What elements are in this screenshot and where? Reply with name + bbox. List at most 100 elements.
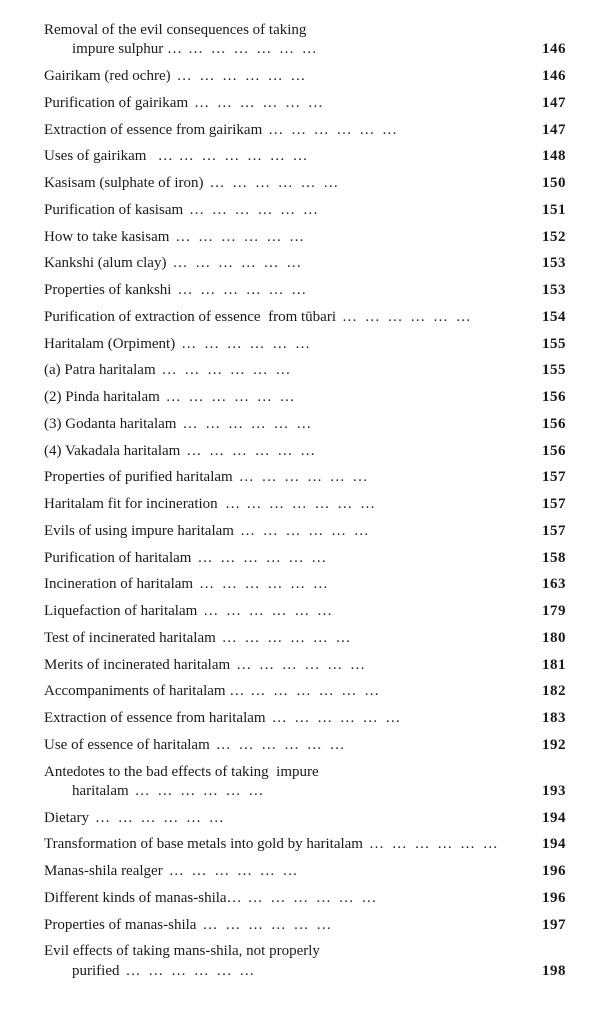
- toc-entry-wrapline: Antedotes to the bad effects of taking i…: [44, 764, 566, 781]
- toc-leader-dots: … … … … … …: [204, 175, 524, 192]
- toc-entry-text: Purification of kasisam: [44, 202, 183, 219]
- toc-entry: (2) Pinda haritalam… … … … … …156: [44, 389, 566, 406]
- toc-entry-text: Kasisam (sulphate of iron): [44, 175, 204, 192]
- toc-entry-page: 183: [524, 710, 566, 727]
- toc-entry: Use of essence of haritalam… … … … … …19…: [44, 737, 566, 754]
- toc-entry-page: 194: [524, 836, 566, 853]
- toc-entry-text: Evils of using impure haritalam: [44, 523, 234, 540]
- toc-entry: Purification of extraction of essence fr…: [44, 309, 566, 326]
- toc-page: Removal of the evil consequences of taki…: [0, 0, 600, 1009]
- toc-entry-text: Evil effects of taking mans-shila, not p…: [44, 943, 320, 959]
- toc-entry-page: 157: [524, 496, 566, 513]
- toc-entry-page: 182: [524, 683, 566, 700]
- toc-entry-wrapline: Removal of the evil consequences of taki…: [44, 22, 566, 39]
- toc-entry-text: Merits of incinerated haritalam: [44, 657, 230, 674]
- toc-entry: (4) Vakadala haritalam… … … … … …156: [44, 443, 566, 460]
- toc-leader-dots: … … … … … …: [171, 282, 524, 299]
- toc-entry: Extraction of essence from gairikam… … ……: [44, 122, 566, 139]
- toc-leader-dots: … … … … … …: [176, 416, 524, 433]
- toc-entry: Manas-shila realger… … … … … …196: [44, 863, 566, 880]
- toc-entry: (a) Patra haritalam… … … … … …155: [44, 362, 566, 379]
- toc-entry-page: 198: [524, 963, 566, 980]
- toc-entry-page: 151: [524, 202, 566, 219]
- toc-entry-text: Incineration of haritalam: [44, 576, 193, 593]
- toc-entry-text: (3) Godanta haritalam: [44, 416, 176, 433]
- toc-leader-dots: … … … … … …: [169, 229, 524, 246]
- toc-leader-dots: … … … … … …: [266, 710, 524, 727]
- toc-entry: haritalam… … … … … …193: [44, 783, 566, 800]
- toc-leader-dots: … … … … … …: [234, 523, 524, 540]
- toc-entry-text: Antedotes to the bad effects of taking i…: [44, 764, 319, 780]
- toc-entry-text: (2) Pinda haritalam: [44, 389, 160, 406]
- toc-leader-dots: … … … … … …: [230, 657, 524, 674]
- toc-entry-text: How to take kasisam: [44, 229, 169, 246]
- toc-entry: purified… … … … … …198: [44, 963, 566, 980]
- toc-entry: Incineration of haritalam… … … … … …163: [44, 576, 566, 593]
- toc-entry: Properties of kankshi… … … … … …153: [44, 282, 566, 299]
- toc-entry-page: 163: [524, 576, 566, 593]
- toc-entry-page: 155: [524, 336, 566, 353]
- toc-entry-text: Properties of purified haritalam: [44, 469, 233, 486]
- toc-entry: Gairikam (red ochre)… … … … … …146: [44, 68, 566, 85]
- toc-entry-page: 197: [524, 917, 566, 934]
- toc-entry-text: Transformation of base metals into gold …: [44, 836, 363, 853]
- toc-entry: Purification of haritalam… … … … … …158: [44, 550, 566, 567]
- toc-entry-text: Haritalam fit for incineration …: [44, 496, 240, 513]
- toc-entry: Purification of kasisam… … … … … …151: [44, 202, 566, 219]
- toc-entry-page: 157: [524, 523, 566, 540]
- toc-leader-dots: … … … … … …: [240, 496, 524, 513]
- toc-entry-text: Uses of gairikam …: [44, 148, 173, 165]
- toc-entry: Test of incinerated haritalam… … … … … ……: [44, 630, 566, 647]
- toc-entry-text: Manas-shila realger: [44, 863, 163, 880]
- toc-leader-dots: … … … … … …: [163, 863, 524, 880]
- toc-entry-page: 192: [524, 737, 566, 754]
- toc-entry-text: purified: [44, 963, 119, 980]
- toc-entry: Properties of purified haritalam… … … … …: [44, 469, 566, 486]
- toc-entry-page: 158: [524, 550, 566, 567]
- toc-entry-page: 152: [524, 229, 566, 246]
- toc-entry-page: 155: [524, 362, 566, 379]
- toc-leader-dots: … … … … … …: [363, 836, 524, 853]
- toc-entry-text: Properties of manas-shila: [44, 917, 196, 934]
- toc-entry-page: 153: [524, 282, 566, 299]
- toc-entry-text: (a) Patra haritalam: [44, 362, 156, 379]
- toc-leader-dots: … … … … … …: [119, 963, 524, 980]
- toc-leader-dots: … … … … … …: [171, 68, 524, 85]
- toc-entry: How to take kasisam… … … … … …152: [44, 229, 566, 246]
- toc-leader-dots: … … … … … …: [210, 737, 524, 754]
- toc-leader-dots: … … … … … …: [197, 603, 524, 620]
- toc-leader-dots: … … … … … …: [188, 95, 524, 112]
- toc-entry-page: 154: [524, 309, 566, 326]
- toc-entry-text: Use of essence of haritalam: [44, 737, 210, 754]
- toc-entry: Haritalam fit for incineration …… … … … …: [44, 496, 566, 513]
- toc-entry-wrapline: Evil effects of taking mans-shila, not p…: [44, 943, 566, 960]
- toc-leader-dots: … … … … … …: [129, 783, 524, 800]
- toc-entry-page: 193: [524, 783, 566, 800]
- toc-entry-text: (4) Vakadala haritalam: [44, 443, 180, 460]
- toc-entry: impure sulphur …… … … … … …146: [44, 41, 566, 58]
- toc-entry-page: 146: [524, 41, 566, 58]
- toc-leader-dots: … … … … … …: [336, 309, 524, 326]
- toc-leader-dots: … … … … … …: [182, 41, 524, 58]
- toc-entry: Merits of incinerated haritalam… … … … ……: [44, 657, 566, 674]
- toc-entry: Different kinds of manas-shila…… … … … ……: [44, 890, 566, 907]
- toc-entry-page: 179: [524, 603, 566, 620]
- toc-entry-page: 150: [524, 175, 566, 192]
- toc-entry: Uses of gairikam …… … … … … …148: [44, 148, 566, 165]
- toc-leader-dots: … … … … … …: [242, 890, 524, 907]
- toc-entry-page: 153: [524, 255, 566, 272]
- toc-entry-page: 156: [524, 443, 566, 460]
- toc-entry: Kasisam (sulphate of iron)… … … … … …150: [44, 175, 566, 192]
- toc-entry-text: Test of incinerated haritalam: [44, 630, 216, 647]
- toc-entry: Accompaniments of haritalam …… … … … … ……: [44, 683, 566, 700]
- toc-leader-dots: … … … … … …: [173, 148, 524, 165]
- toc-leader-dots: … … … … … …: [233, 469, 524, 486]
- toc-entry-page: 147: [524, 122, 566, 139]
- toc-leader-dots: … … … … … …: [175, 336, 524, 353]
- toc-entry-text: Accompaniments of haritalam …: [44, 683, 244, 700]
- toc-entry: Extraction of essence from haritalam… … …: [44, 710, 566, 727]
- toc-leader-dots: … … … … … …: [183, 202, 524, 219]
- toc-entry-text: Different kinds of manas-shila…: [44, 890, 242, 907]
- toc-entry: Kankshi (alum clay)… … … … … …153: [44, 255, 566, 272]
- toc-entry-page: 196: [524, 890, 566, 907]
